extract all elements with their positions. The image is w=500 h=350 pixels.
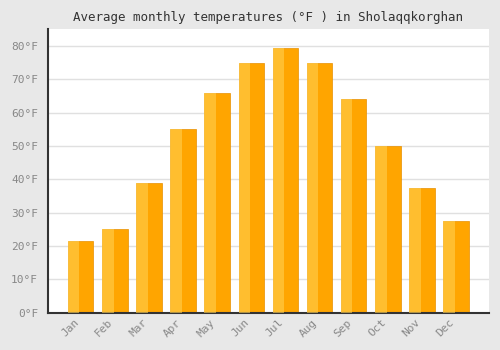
Bar — [307, 63, 318, 313]
Bar — [375, 146, 386, 313]
Bar — [102, 229, 128, 313]
Bar — [204, 93, 216, 313]
Bar — [136, 183, 162, 313]
Bar — [170, 130, 196, 313]
Bar — [443, 221, 455, 313]
Bar — [204, 93, 230, 313]
Bar — [136, 183, 147, 313]
Bar — [170, 130, 182, 313]
Bar — [375, 146, 400, 313]
Bar — [102, 229, 114, 313]
Bar — [272, 48, 284, 313]
Bar — [68, 241, 94, 313]
Bar — [341, 99, 366, 313]
Bar — [272, 48, 298, 313]
Bar — [341, 99, 352, 313]
Bar — [443, 221, 469, 313]
Bar — [307, 63, 332, 313]
Bar — [68, 241, 80, 313]
Bar — [409, 188, 420, 313]
Bar — [238, 63, 264, 313]
Title: Average monthly temperatures (°F ) in Sholaqqkorghan: Average monthly temperatures (°F ) in Sh… — [74, 11, 464, 24]
Bar — [409, 188, 434, 313]
Bar — [238, 63, 250, 313]
